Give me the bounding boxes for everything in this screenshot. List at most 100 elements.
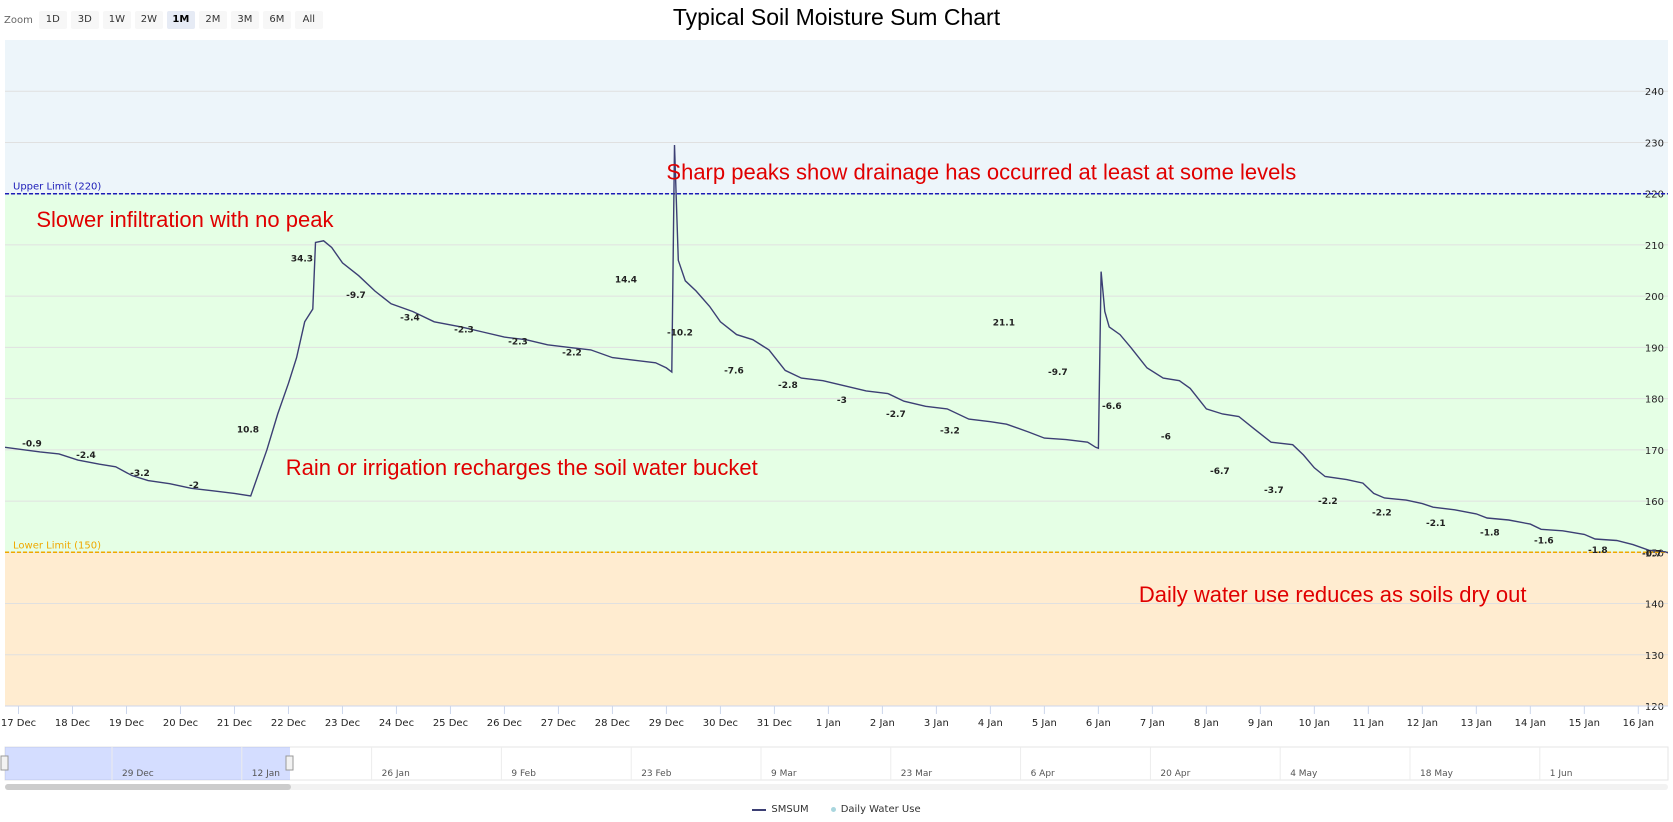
- zoom-6m-button[interactable]: 6M: [262, 11, 291, 29]
- x-tick-label: 20 Dec: [163, 718, 198, 729]
- navigator-date-label: 9 Mar: [771, 769, 797, 779]
- data-label: -0.9: [22, 439, 42, 449]
- navigator-selection[interactable]: [5, 747, 290, 780]
- x-tick-label: 23 Dec: [325, 718, 360, 729]
- x-tick-label: 14 Jan: [1515, 718, 1546, 729]
- data-label: 10.8: [237, 425, 259, 435]
- y-tick-label: 200: [1645, 292, 1664, 303]
- data-label: -2.1: [1426, 519, 1446, 529]
- navigator-date-label: 23 Mar: [901, 769, 933, 779]
- x-tick-label: 13 Jan: [1461, 718, 1492, 729]
- navigator-right-handle[interactable]: [285, 755, 294, 771]
- y-tick-label: 210: [1645, 241, 1664, 252]
- legend-item-daily-water-use[interactable]: Daily Water Use: [830, 804, 921, 815]
- x-tick-label: 21 Dec: [217, 718, 252, 729]
- zoom-all-button[interactable]: All: [294, 11, 323, 29]
- x-tick-label: 28 Dec: [595, 718, 630, 729]
- x-tick-label: 8 Jan: [1194, 718, 1219, 729]
- data-label: 14.4: [615, 275, 637, 285]
- data-label: 34.3: [291, 254, 313, 264]
- limit-label-0: Upper Limit (220): [13, 182, 101, 193]
- x-tick-label: 18 Dec: [55, 718, 90, 729]
- y-tick-label: 150: [1645, 548, 1664, 559]
- data-label: -10.2: [667, 329, 693, 339]
- data-label: -1.8: [1480, 528, 1500, 538]
- data-label: -2.3: [454, 326, 474, 336]
- annotation-text-3: Daily water use reduces as soils dry out: [1139, 582, 1527, 607]
- chart-title: Typical Soil Moisture Sum Chart: [672, 4, 1001, 30]
- data-label: -1.8: [1588, 546, 1608, 556]
- navigator-left-handle[interactable]: [0, 755, 9, 771]
- data-label: -9.7: [346, 291, 366, 301]
- y-tick-label: 160: [1645, 497, 1664, 508]
- navigator-date-label: 1 Jun: [1550, 769, 1573, 779]
- x-tick-label: 29 Dec: [649, 718, 684, 729]
- y-tick-label: 140: [1645, 600, 1664, 611]
- data-label: -3: [837, 396, 847, 406]
- data-label: -6.6: [1102, 402, 1122, 412]
- navigator-date-label: 12 Jan: [252, 769, 280, 779]
- legend-item-smsum[interactable]: SMSUM: [752, 804, 809, 815]
- x-tick-label: 30 Dec: [703, 718, 738, 729]
- data-label: -6: [1161, 433, 1171, 443]
- zoom-3d-button[interactable]: 3D: [70, 11, 99, 29]
- annotation-text-1: Slower infiltration with no peak: [36, 207, 334, 232]
- zoom-1m-button[interactable]: 1M: [166, 11, 195, 29]
- scrollbar-track[interactable]: [5, 784, 1668, 790]
- data-label: -2.7: [886, 410, 906, 420]
- navigator-date-label: 4 May: [1290, 769, 1318, 779]
- zoom-2m-button[interactable]: 2M: [198, 11, 227, 29]
- navigator-date-label: 26 Jan: [382, 769, 410, 779]
- y-tick-label: 130: [1645, 651, 1664, 662]
- x-tick-label: 6 Jan: [1086, 718, 1111, 729]
- navigator-date-label: 6 Apr: [1031, 769, 1055, 779]
- series-line-smsum[interactable]: [5, 144, 1673, 565]
- navigator-date-label: 18 May: [1420, 769, 1454, 779]
- data-label: -2.8: [778, 381, 798, 391]
- navigator-date-label: 29 Dec: [122, 769, 154, 779]
- data-label: -2.3: [508, 337, 528, 347]
- navigator-date-label: 9 Feb: [511, 769, 536, 779]
- data-label: -9.7: [1048, 368, 1068, 378]
- data-label: -2.4: [76, 451, 96, 461]
- data-label: -3.7: [1264, 486, 1284, 496]
- legend-line-icon: [752, 808, 767, 811]
- x-tick-label: 27 Dec: [541, 718, 576, 729]
- legend-label-daily-water-use: Daily Water Use: [840, 804, 921, 815]
- limit-label-1: Lower Limit (150): [13, 540, 101, 551]
- plot-band-1: [5, 193, 1668, 553]
- data-label: 21.1: [993, 318, 1015, 328]
- scrollbar-thumb[interactable]: [5, 784, 291, 790]
- annotation-text-0: Sharp peaks show drainage has occurred a…: [666, 159, 1296, 184]
- x-tick-label: 24 Dec: [379, 718, 414, 729]
- x-tick-label: 11 Jan: [1353, 718, 1384, 729]
- data-label: -2.2: [562, 349, 582, 359]
- data-label: -1.6: [1534, 537, 1554, 547]
- chart-legend: SMSUM Daily Water Use: [0, 804, 1673, 815]
- data-label: -0.7: [1642, 549, 1662, 559]
- x-tick-label: 4 Jan: [978, 718, 1003, 729]
- x-tick-label: 25 Dec: [433, 718, 468, 729]
- legend-label-smsum: SMSUM: [771, 804, 809, 815]
- zoom-3m-button[interactable]: 3M: [230, 11, 259, 29]
- y-tick-label: 180: [1645, 395, 1664, 406]
- x-tick-label: 31 Dec: [757, 718, 792, 729]
- x-tick-label: 17 Dec: [1, 718, 36, 729]
- zoom-selector: Zoom 1D 3D 1W 2W 1M 2M 3M 6M All: [4, 11, 323, 29]
- zoom-1w-button[interactable]: 1W: [102, 11, 131, 29]
- chart-plot: 120 130 140 150 160 170 180 190 200 210 220 230 240 U…: [0, 40, 1673, 790]
- y-tick-label: 120: [1645, 702, 1664, 713]
- data-label: -2.2: [1318, 497, 1338, 507]
- data-label: -2.2: [1372, 508, 1392, 518]
- x-tick-label: 12 Jan: [1407, 718, 1438, 729]
- y-tick-label: 240: [1645, 87, 1664, 98]
- data-label: -3.2: [940, 426, 960, 436]
- y-tick-label: 170: [1645, 446, 1664, 457]
- navigator-frame: [4, 746, 1669, 781]
- zoom-2w-button[interactable]: 2W: [134, 11, 163, 29]
- zoom-1d-button[interactable]: 1D: [38, 11, 67, 29]
- x-tick-label: 19 Dec: [109, 718, 144, 729]
- x-tick-label: 5 Jan: [1032, 718, 1057, 729]
- x-tick-label: 2 Jan: [870, 718, 895, 729]
